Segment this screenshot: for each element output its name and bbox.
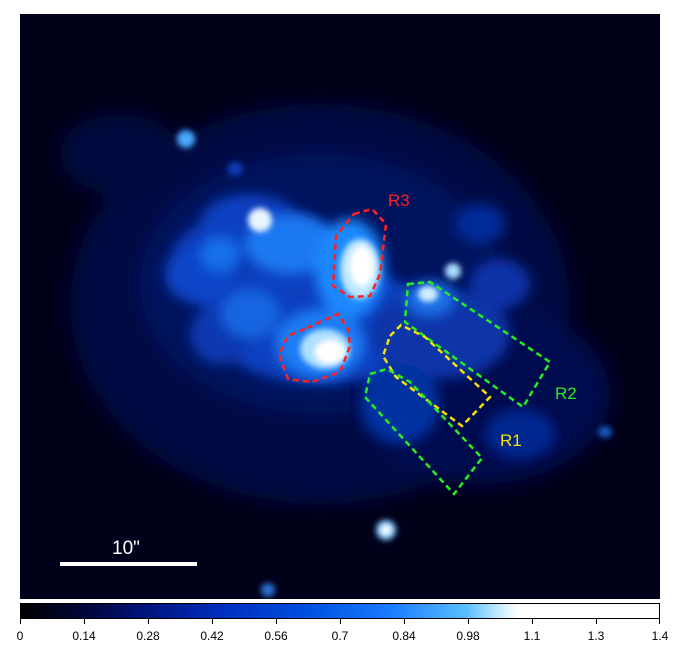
colorbar-tick-mark bbox=[148, 619, 149, 624]
x-ray-image: R3 R2 R1 10" bbox=[20, 14, 660, 599]
colorbar-tick-mark bbox=[596, 619, 597, 624]
region-r3-lower bbox=[277, 312, 352, 384]
colorbar-tick-label: 1.3 bbox=[587, 629, 605, 643]
colorbar-tick-mark bbox=[340, 619, 341, 624]
colorbar-tick-label: 0.7 bbox=[331, 629, 349, 643]
colorbar-tick-label: 0.14 bbox=[72, 629, 96, 643]
region-r2-polygon bbox=[403, 280, 552, 409]
colorbar-ticks: 0 0.14 0.28 0.42 0.56 0.7 0.84 0.98 1.1 1.3 1.4 bbox=[16, 619, 668, 649]
colorbar-tick-mark bbox=[404, 619, 405, 624]
colorbar-tick-mark bbox=[659, 619, 660, 624]
colorbar-tick-label: 0.84 bbox=[392, 629, 416, 643]
colorbar-tick-label: 1.1 bbox=[523, 629, 541, 643]
colorbar-tick-mark bbox=[468, 619, 469, 624]
colorbar-tick-label: 0.42 bbox=[200, 629, 224, 643]
bright-cores bbox=[177, 130, 612, 597]
x-ray-image-panel: R3 R2 R1 10" bbox=[20, 14, 660, 599]
region-r2-label: R2 bbox=[555, 384, 577, 403]
scale-bar-label: 10" bbox=[112, 538, 140, 559]
colorbar-tick-mark bbox=[532, 619, 533, 624]
colorbar bbox=[20, 603, 660, 619]
colorbar-tick-label: 0 bbox=[16, 629, 24, 643]
colorbar-tick-mark bbox=[276, 619, 277, 624]
colorbar-tick-label: 0.28 bbox=[136, 629, 160, 643]
region-r1-label: R1 bbox=[500, 431, 522, 450]
colorbar-tick-mark bbox=[212, 619, 213, 624]
scale-bar bbox=[60, 562, 197, 566]
colorbar-tick-mark bbox=[20, 619, 21, 624]
colorbar-tick-label: 1.4 bbox=[651, 629, 669, 643]
colorbar-tick-label: 0.56 bbox=[264, 629, 288, 643]
region-r1-polygon bbox=[381, 323, 492, 428]
region-r3-upper bbox=[331, 207, 388, 299]
region-r3-label: R3 bbox=[388, 191, 410, 210]
colorbar-tick-label: 0.98 bbox=[456, 629, 480, 643]
colorbar-tick-mark bbox=[84, 619, 85, 624]
